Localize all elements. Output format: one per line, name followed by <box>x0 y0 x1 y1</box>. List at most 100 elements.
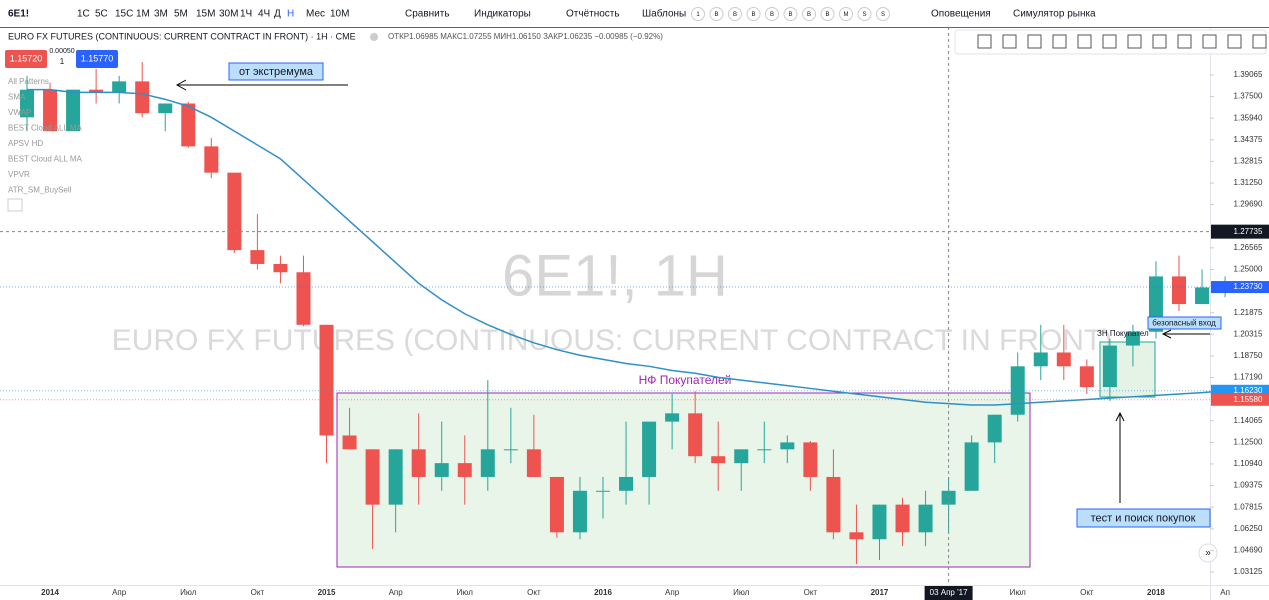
y-tick-label: 1.06250 <box>1234 524 1263 533</box>
interval-button[interactable]: 1М <box>136 9 150 20</box>
candle-body <box>688 413 703 457</box>
tool-icon[interactable] <box>1052 34 1067 49</box>
x-tick-label: Окт <box>251 588 265 597</box>
tool-icon[interactable] <box>1177 34 1192 49</box>
tool-icon[interactable] <box>1002 34 1017 49</box>
candle-body <box>596 490 610 492</box>
candle-body <box>20 89 34 118</box>
alerts-button[interactable]: Оповещения <box>931 9 991 20</box>
study-name: ATR_SM_BuySell <box>8 186 72 195</box>
badge-label: B <box>788 12 792 18</box>
candle-body <box>296 272 311 325</box>
interval-button[interactable]: 15С <box>115 9 133 20</box>
candle-body <box>526 449 541 477</box>
badge[interactable] <box>802 7 816 21</box>
simulator-button[interactable]: Симулятор рынка <box>1013 9 1096 20</box>
badge-label: S <box>862 12 866 18</box>
interval-button[interactable]: 4Ч <box>258 9 270 20</box>
interval-button[interactable]: 15М <box>196 9 215 20</box>
candle-body <box>112 81 127 93</box>
templates-button[interactable]: Шаблоны <box>642 8 686 20</box>
crosshair-time-box <box>924 586 973 600</box>
interval-button[interactable]: 30М <box>219 9 238 20</box>
legend-dot <box>370 33 378 41</box>
tool-icon[interactable] <box>1252 34 1267 49</box>
tool-icon[interactable] <box>1227 34 1242 49</box>
watermark-symbol: 6E1!, 1H <box>502 243 728 308</box>
candle-body <box>181 103 196 147</box>
interval-button[interactable]: Н <box>287 9 294 20</box>
x-tick-label: 2014 <box>41 588 59 597</box>
badge[interactable] <box>709 7 724 21</box>
candle-body <box>780 442 795 450</box>
candle-body <box>964 442 979 491</box>
candle-body <box>250 250 265 264</box>
y-tick-label: 1.04690 <box>1234 546 1263 555</box>
candle-body <box>1172 276 1186 305</box>
study-name: VWAP <box>8 108 31 117</box>
buy-button[interactable] <box>76 50 118 68</box>
candle-body <box>549 476 564 533</box>
badge[interactable] <box>728 7 742 21</box>
candle-body <box>1033 352 1048 367</box>
badge[interactable] <box>691 7 705 21</box>
interval-button[interactable]: 5М <box>174 9 188 20</box>
badge[interactable] <box>765 7 779 21</box>
symbol[interactable]: 6E1! <box>8 9 29 20</box>
interval-button[interactable]: 5С <box>95 9 108 20</box>
candle-body <box>66 89 81 132</box>
buy-price[interactable]: 1.15770 <box>81 53 114 63</box>
sell-price[interactable]: 1.15720 <box>10 53 43 63</box>
tool-icon[interactable] <box>1202 34 1217 49</box>
tool-icon[interactable] <box>1077 34 1092 49</box>
interval-button[interactable]: 3М <box>154 9 168 20</box>
scroll-button[interactable] <box>1198 543 1218 563</box>
tool-icon[interactable] <box>1027 34 1042 49</box>
tool-icon[interactable] <box>1127 34 1142 49</box>
crosshair-time: 03 Апр '17 <box>930 588 968 597</box>
interval-button[interactable]: Мес <box>306 9 325 20</box>
candle-body <box>365 449 380 505</box>
badge[interactable] <box>746 7 761 21</box>
tool-icon[interactable] <box>977 34 992 49</box>
interval-button[interactable]: 1С <box>77 9 90 20</box>
drawing-tools <box>977 34 1267 49</box>
candle-body <box>1056 352 1071 367</box>
x-tick-label: 2017 <box>871 588 889 597</box>
y-tick-label: 1.03125 <box>1234 567 1263 576</box>
badge[interactable] <box>857 7 872 21</box>
tool-icon[interactable] <box>1102 34 1117 49</box>
y-tick-label: 1.21875 <box>1234 308 1263 317</box>
badge[interactable] <box>820 7 835 21</box>
indicators-button[interactable]: Индикаторы <box>474 9 531 20</box>
badge-label: B <box>733 12 737 18</box>
compare-button[interactable]: Сравнить <box>405 9 450 20</box>
badge[interactable] <box>783 7 798 21</box>
plot <box>20 61 1233 565</box>
candle-body <box>572 490 587 533</box>
reports-button[interactable]: Отчётность <box>566 9 620 20</box>
note-box <box>1147 316 1222 330</box>
badge-label: B <box>770 12 774 18</box>
legend-title: EURO FX FUTURES (CONTINUOUS: CURRENT CON… <box>8 31 356 41</box>
interval-button[interactable]: 10М <box>330 9 349 20</box>
quantity: 1 <box>60 57 65 66</box>
sell-button[interactable] <box>5 50 47 68</box>
y-tick-label: 1.12500 <box>1234 437 1263 446</box>
study-name: BEST Cloud ALL MA <box>8 124 82 133</box>
tool-icon[interactable] <box>1152 34 1167 49</box>
badge[interactable] <box>876 7 890 21</box>
candle-body <box>89 89 104 93</box>
interval-button[interactable]: Д <box>274 9 281 20</box>
y-tick-label: 1.29690 <box>1234 200 1263 209</box>
interval-button[interactable]: 1Ч <box>240 9 252 20</box>
note-zone2: ЗН Покупател <box>1097 329 1149 338</box>
candle-body <box>619 476 634 491</box>
study-name: All Patterns <box>8 77 49 86</box>
collapse-button[interactable] <box>7 198 23 212</box>
x-tick-label: Июл <box>457 588 474 597</box>
badge-label: S <box>881 12 885 18</box>
badge[interactable] <box>839 7 853 21</box>
